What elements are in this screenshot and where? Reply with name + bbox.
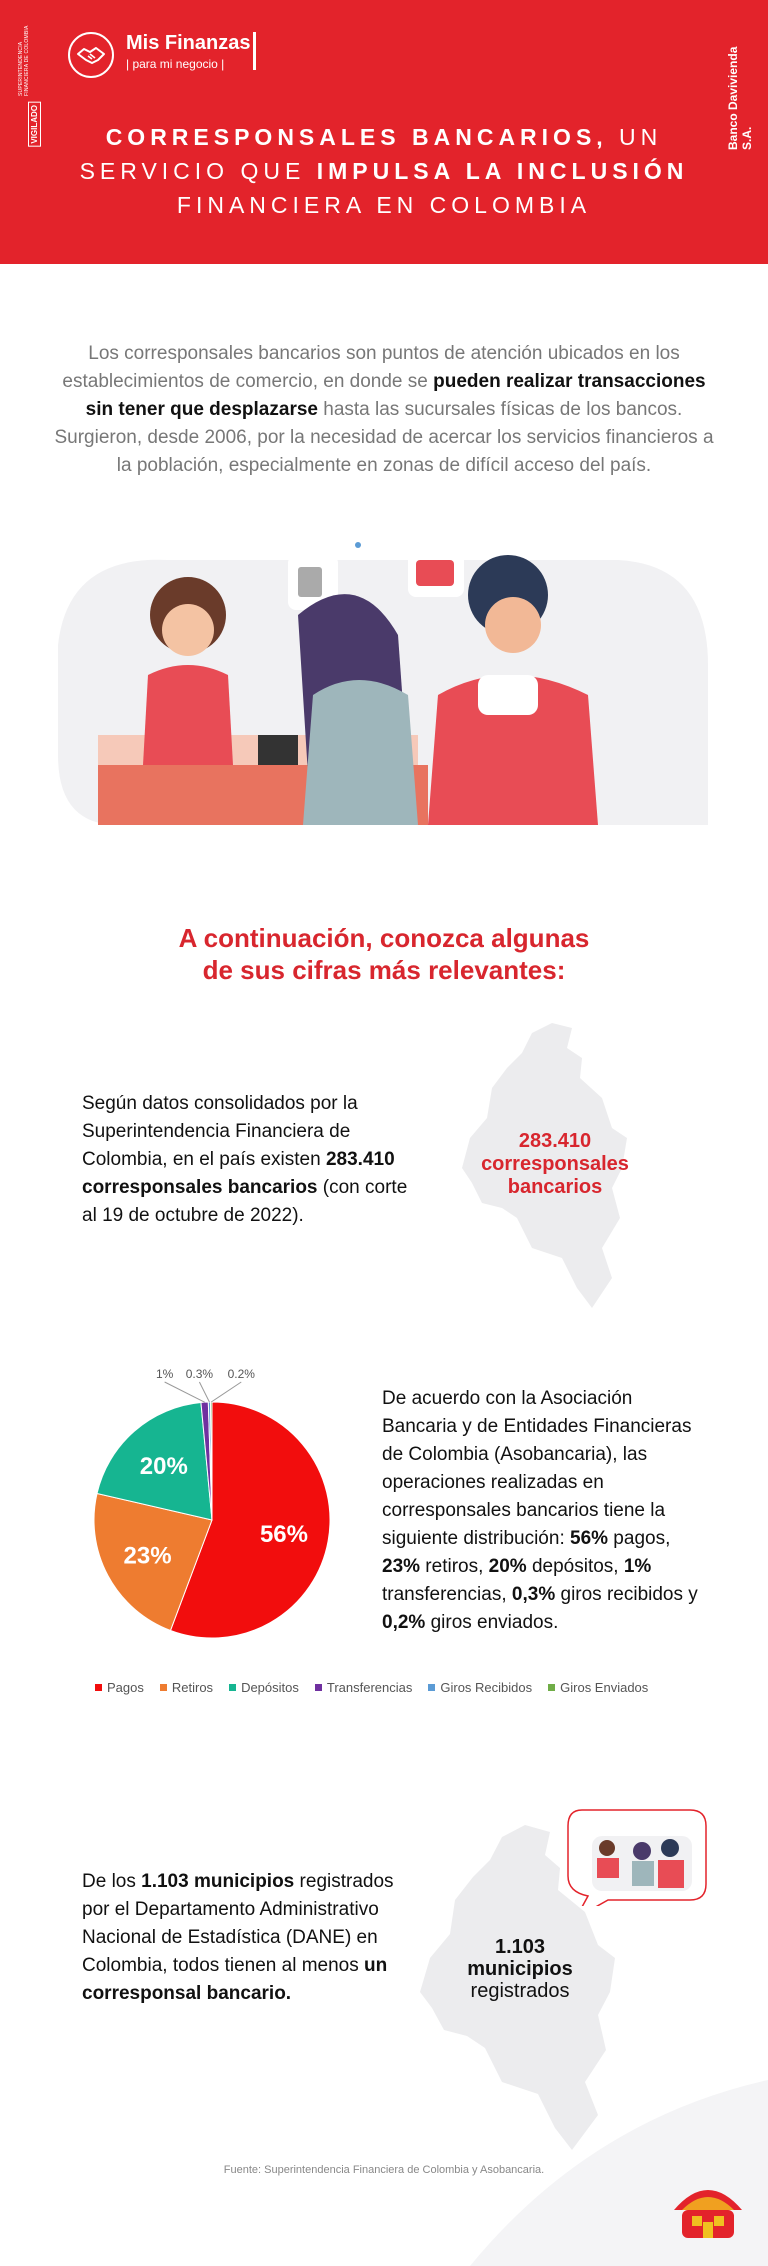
legend-swatch-giros-enviados — [548, 1684, 556, 1691]
block2-b3: 20% — [488, 1556, 527, 1577]
legend-label-pagos: Pagos — [107, 1680, 144, 1695]
section-heading-line2: de sus cifras más relevantes: — [202, 955, 566, 985]
block1-text-bold: 283.410 corresponsales bancarios — [82, 1149, 395, 1198]
legend-item-pagos: Pagos — [95, 1680, 144, 1695]
legend-swatch-pagos — [95, 1684, 102, 1691]
municipalities-stat-label: municipios — [467, 1958, 573, 1980]
block2-t7: giros enviados. — [425, 1612, 559, 1633]
municipalities-stat-sub: registrados — [470, 1980, 570, 2002]
illustration-bubble — [567, 1809, 707, 1906]
pie-leader-giros-enviados — [210, 1381, 242, 1403]
pie-label-depositos: 20% — [140, 1453, 188, 1480]
correspondents-stat-label2: bancarios — [507, 1176, 603, 1198]
block1-text-pre: Según datos consolidados por la Superint… — [82, 1093, 358, 1170]
legend-swatch-transferencias — [314, 1684, 322, 1691]
title-bold-1: CORRESPONSALES BANCARIOS, — [105, 124, 608, 150]
legend-swatch-giros-recibidos — [428, 1684, 436, 1691]
section-heading: A continuación, conozca algunas de sus c… — [120, 922, 648, 986]
block2-t4: depósitos, — [526, 1556, 624, 1577]
legend-label-retiros: Retiros — [171, 1680, 214, 1695]
logo-title: Mis Finanzas — [126, 32, 251, 54]
block2-t5: transferencias, — [382, 1584, 512, 1605]
colombia-map-2 — [420, 1825, 615, 2150]
title-pre-2: SERVICIO QUE — [79, 158, 317, 184]
block1-text-post: (con corte al 19 de octubre de 2022). — [82, 1177, 408, 1226]
block2-b5: 0,3% — [511, 1584, 556, 1605]
distribution-paragraph: De acuerdo con la Asociación Bancaria y … — [382, 1385, 712, 1637]
davivienda-house-logo — [674, 2190, 742, 2238]
block2-b2: 23% — [382, 1556, 421, 1577]
title-line-3: FINANCIERA EN COLOMBIA — [176, 192, 592, 218]
pie-slice-retiros — [93, 1492, 213, 1632]
legend-label-transferencias: Transferencias — [326, 1680, 413, 1695]
block2-t1: De acuerdo con la Asociación Bancaria y … — [382, 1388, 692, 1549]
legend-label-giros-enviados: Giros Enviados — [560, 1680, 649, 1695]
block2-t2: pagos, — [608, 1528, 671, 1549]
vigilado-small-text: SUPERINTENDENCIA FINANCIERA DE COLOMBIA — [18, 25, 30, 96]
section-heading-line1: A continuación, conozca algunas — [178, 923, 590, 953]
block2-b6: 0,2% — [382, 1612, 426, 1633]
source-note: Fuente: Superintendencia Financiera de C… — [223, 2164, 545, 2176]
municipalities-stat: 1.103 municipios registrados — [440, 1936, 600, 2002]
title-bold-2: IMPULSA LA INCLUSIÓN — [316, 158, 689, 184]
intro-paragraph: Los corresponsales bancarios son puntos … — [50, 340, 718, 480]
block3-b1: 1.103 municipios — [141, 1871, 295, 1892]
correspondents-paragraph: Según datos consolidados por la Superint… — [82, 1090, 422, 1230]
correspondents-stat-label1: corresponsales — [481, 1153, 629, 1175]
legend-item-depositos: Depósitos — [229, 1680, 299, 1695]
pie-label-giros-enviados: 0.2% — [228, 1367, 256, 1381]
municipalities-stat-number: 1.103 — [494, 1936, 546, 1958]
header-banner: SUPERINTENDENCIA FINANCIERA DE COLOMBIA … — [0, 0, 768, 264]
pie-slice-depositos — [96, 1401, 213, 1521]
logo-divider — [253, 32, 256, 70]
operations-pie-chart: 56% 23% 20% 1% 0.3% 0.2% — [93, 1367, 331, 1639]
block2-t3: retiros, — [420, 1556, 489, 1577]
legend-label-giros-recibidos: Giros Recibidos — [440, 1680, 533, 1695]
logo-subtitle: | para mi negocio | — [126, 57, 225, 71]
pie-leader-giros-recibidos — [198, 1381, 210, 1403]
legend-item-retiros: Retiros — [159, 1680, 214, 1695]
intro-part1: Los corresponsales bancarios son puntos … — [62, 343, 680, 392]
correspondents-stat: 283.410 corresponsales bancarios — [470, 1130, 640, 1199]
block3-t2: registrados por el Departamento Administ… — [82, 1871, 394, 1976]
intro-part2: hasta las sucursales físicas de los banc… — [54, 399, 714, 476]
legend-swatch-retiros — [159, 1684, 167, 1691]
pie-label-retiros: 23% — [124, 1543, 172, 1570]
bank-name: Banco Davivienda S.A. — [726, 46, 754, 150]
municipalities-paragraph: De los 1.103 municipios registrados por … — [82, 1868, 412, 2008]
block3-b2: un corresponsal bancario. — [82, 1955, 388, 2004]
block3-t1: De los — [82, 1871, 142, 1892]
legend-item-giros-enviados: Giros Enviados — [548, 1680, 648, 1695]
block2-b1: 56% — [570, 1528, 609, 1549]
legend-item-transferencias: Transferencias — [314, 1680, 413, 1695]
colombia-map — [462, 1023, 627, 1308]
handshake-icon — [68, 32, 114, 78]
legend-swatch-depositos — [229, 1684, 237, 1691]
pie-legend: Pagos Retiros Depósitos Transferencias Giros… — [95, 1680, 715, 1695]
legend-label-depositos: Depósitos — [241, 1680, 299, 1695]
pie-leader-transferencias — [164, 1381, 205, 1403]
legend-item-giros-recibidos: Giros Recibidos — [428, 1680, 532, 1695]
pie-label-pagos: 56% — [260, 1521, 308, 1548]
block2-b4: 1% — [623, 1556, 652, 1577]
pie-slice-pagos — [169, 1401, 331, 1639]
pie-label-giros-recibidos: 0.3% — [186, 1367, 214, 1381]
pie-label-transferencias: 1% — [156, 1367, 174, 1381]
block2-t6: giros recibidos y — [555, 1584, 698, 1605]
correspondents-stat-number: 283.410 — [518, 1130, 592, 1152]
title-rest-1: UN — [607, 124, 663, 150]
intro-bold: pueden realizar transacciones sin tener … — [85, 371, 706, 420]
bank-agent-illustration — [58, 542, 708, 825]
page-title: CORRESPONSALES BANCARIOS, UN SERVICIO QU… — [40, 120, 728, 222]
